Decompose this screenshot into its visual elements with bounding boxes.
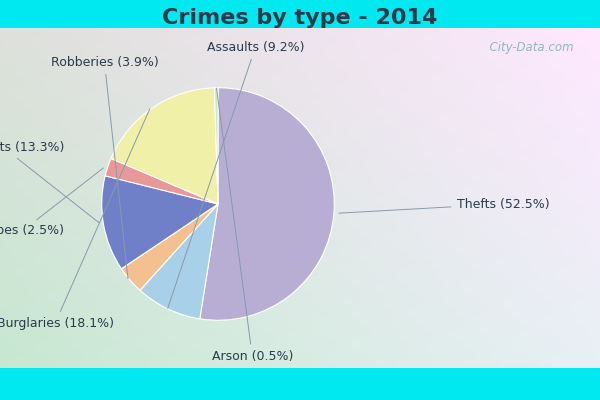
Wedge shape xyxy=(140,204,218,319)
Wedge shape xyxy=(214,88,218,204)
Text: City-Data.com: City-Data.com xyxy=(482,42,574,54)
Wedge shape xyxy=(105,158,218,204)
Wedge shape xyxy=(111,88,218,204)
Text: Robberies (3.9%): Robberies (3.9%) xyxy=(50,56,158,279)
Text: Assaults (9.2%): Assaults (9.2%) xyxy=(168,41,304,308)
Text: Burglaries (18.1%): Burglaries (18.1%) xyxy=(0,109,150,330)
Text: Crimes by type - 2014: Crimes by type - 2014 xyxy=(163,8,437,28)
Text: Rapes (2.5%): Rapes (2.5%) xyxy=(0,168,103,237)
Wedge shape xyxy=(102,176,218,269)
Text: Arson (0.5%): Arson (0.5%) xyxy=(212,88,293,362)
Text: Thefts (52.5%): Thefts (52.5%) xyxy=(339,198,549,213)
Wedge shape xyxy=(121,204,218,290)
Wedge shape xyxy=(200,88,334,320)
Text: Auto thefts (13.3%): Auto thefts (13.3%) xyxy=(0,141,99,223)
